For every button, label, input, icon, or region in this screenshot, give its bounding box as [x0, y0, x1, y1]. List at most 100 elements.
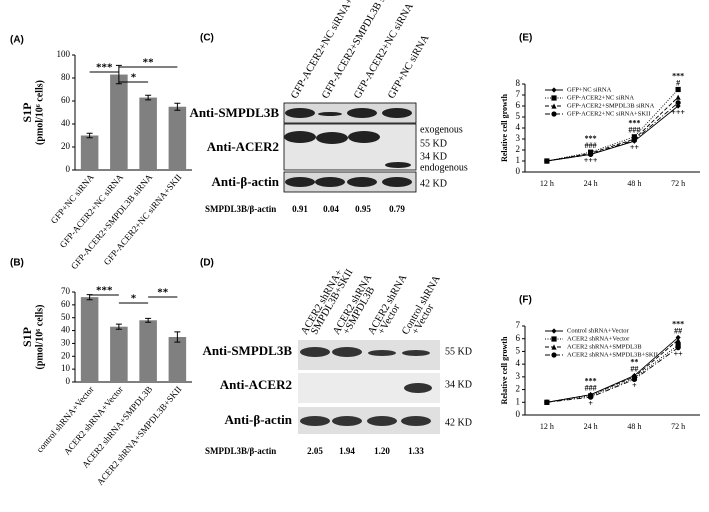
- annotation: ###: [585, 141, 597, 150]
- bar: [168, 337, 187, 382]
- ratio-value: 0.04: [323, 204, 339, 214]
- error-bar: [174, 102, 181, 111]
- annotation: +: [588, 399, 593, 408]
- blot-d: (D) Anti-SMPDL3B Anti-ACER2 Anti-β-actin…: [200, 258, 472, 456]
- y-tick-label: 20: [61, 350, 71, 360]
- significance-label: *: [131, 72, 137, 84]
- panel-label: (C): [200, 33, 214, 44]
- y-axis-title: S1P: [20, 102, 34, 122]
- y-tick-label: 0: [516, 166, 521, 176]
- series-line: [546, 344, 679, 403]
- marker: [675, 337, 681, 343]
- y-tick-label: 6: [516, 333, 521, 343]
- annotation: ##: [674, 326, 682, 335]
- significance-label: **: [157, 287, 169, 299]
- error-bar: [115, 64, 122, 85]
- bar: [80, 135, 99, 170]
- y-tick-label: 60: [61, 95, 71, 105]
- row-label: Anti-SMPDL3B: [189, 105, 279, 120]
- error-bar: [145, 317, 152, 323]
- marker: [675, 103, 681, 109]
- legend-label: Control shRNA+Vector: [567, 327, 629, 334]
- y-tick-label: 1: [516, 155, 521, 165]
- y-tick-label: 2: [516, 384, 521, 394]
- legend-label: GFP-ACER2+SMPDL3B siRNA: [567, 102, 655, 109]
- row-label: Anti-β-actin: [211, 174, 279, 189]
- legend-label: ACER2 shRNA+SMPDL3B: [567, 343, 642, 350]
- annotation: ++: [674, 349, 684, 358]
- error-bar: [174, 331, 181, 343]
- y-tick-label: 0: [66, 376, 71, 386]
- panel-label: (E): [519, 33, 532, 44]
- annotation: ***: [672, 71, 684, 80]
- marker-label: endogenous: [420, 162, 468, 173]
- significance-label: **: [143, 57, 155, 69]
- legend-label: GFP+NC siRNA: [567, 86, 612, 93]
- y-tick-label: 40: [61, 325, 71, 335]
- marker-label: 55 KD: [445, 346, 472, 357]
- ratio-value: 0.79: [389, 204, 405, 214]
- significance-label: ***: [96, 285, 113, 297]
- marker: [551, 95, 557, 101]
- marker: [675, 86, 681, 93]
- annotation: ***: [585, 134, 597, 143]
- ratio-value: 1.33: [408, 446, 424, 456]
- series-line: [546, 347, 679, 403]
- significance-label: ***: [96, 62, 113, 74]
- marker-label: 55 KD: [420, 138, 447, 149]
- ratio-value: 2.05: [307, 446, 323, 456]
- annotation: ***: [628, 119, 640, 128]
- y-tick-label: 0: [516, 409, 521, 419]
- y-axis-title: S1P: [20, 327, 34, 347]
- bar: [110, 326, 128, 382]
- annotation: ***: [585, 376, 597, 385]
- marker: [544, 158, 550, 164]
- annotation: #: [676, 78, 680, 87]
- marker-label: 34 KD: [445, 379, 472, 390]
- x-tick-label: 24 h: [584, 179, 598, 188]
- y-tick-label: 1: [516, 396, 521, 406]
- marker: [551, 344, 557, 350]
- y-tick-label: 40: [61, 118, 71, 128]
- series-line: [546, 337, 679, 403]
- marker: [588, 151, 594, 157]
- error-bar: [145, 94, 152, 101]
- bar: [168, 106, 187, 170]
- x-tick-label: control shRNA+Vector: [35, 384, 96, 454]
- panel-label: (B): [10, 258, 24, 269]
- y-tick-label: 100: [57, 49, 71, 59]
- ratio-label: SMPDL3B/β-actin: [205, 446, 276, 456]
- marker: [675, 345, 681, 351]
- panel-label: (A): [10, 35, 24, 46]
- marker-label: exogenous: [420, 124, 463, 135]
- series-line: [546, 89, 679, 162]
- marker: [551, 336, 557, 342]
- y-tick-label: 5: [516, 345, 521, 355]
- series-line: [546, 102, 679, 162]
- y-tick-label: 7: [516, 89, 521, 99]
- y-tick-label: 3: [516, 371, 521, 381]
- y-tick-label: 7: [516, 320, 521, 330]
- ratio-value: 1.20: [374, 446, 390, 456]
- x-tick-label: 48 h: [627, 179, 641, 188]
- ratio-value: 0.91: [292, 204, 308, 214]
- y-tick-label: 4: [516, 358, 521, 368]
- marker-label: 42 KD: [445, 417, 472, 428]
- annotation: +++: [671, 108, 685, 117]
- row-label: Anti-SMPDL3B: [202, 343, 292, 358]
- bar: [80, 297, 99, 382]
- y-tick-label: 5: [516, 111, 521, 121]
- bar: [139, 320, 157, 382]
- ratio-label: SMPDL3B/β-actin: [205, 204, 276, 214]
- y-axis-title: Relative cell growth: [500, 336, 509, 404]
- annotation: +: [632, 381, 637, 390]
- annotation: ###: [628, 126, 640, 135]
- marker: [631, 137, 637, 143]
- marker-label: 42 KD: [420, 178, 447, 189]
- y-tick-label: 30: [61, 337, 71, 347]
- bar: [110, 74, 128, 170]
- x-tick-label: 48 h: [627, 422, 641, 431]
- legend-label: ACER2 shRNA+Vector: [567, 335, 630, 342]
- blot-c: (C) Anti-SMPDL3B Anti-ACER2 Anti-β-actin…: [189, 33, 467, 214]
